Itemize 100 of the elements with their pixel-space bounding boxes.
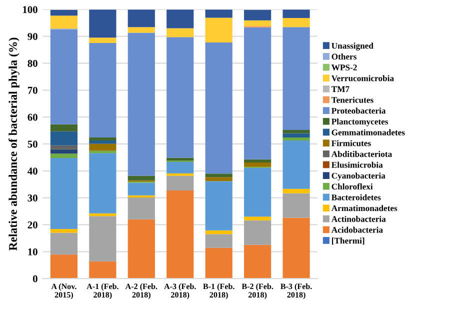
bar xyxy=(89,213,116,216)
bar xyxy=(128,10,155,28)
bar xyxy=(50,158,78,230)
bar xyxy=(50,131,78,146)
y-tick-label: 40 xyxy=(28,168,38,175)
y-tick-label: 30 xyxy=(28,194,38,202)
legend-label: [Thermi] xyxy=(332,238,364,245)
legend-label: WPS-2 xyxy=(331,64,357,70)
bar xyxy=(50,154,78,158)
bar xyxy=(89,43,116,138)
bar xyxy=(244,27,272,160)
legend-label: Armatimonadetes xyxy=(331,205,398,212)
bar xyxy=(282,27,310,130)
bar xyxy=(50,149,78,154)
legend-label: Firmicutes xyxy=(332,140,371,146)
bar xyxy=(205,10,232,18)
bar xyxy=(128,195,155,198)
x-tick-label: A-1 (Feb. 2018) xyxy=(86,283,118,300)
bar xyxy=(89,140,116,144)
bar xyxy=(205,181,232,230)
bar xyxy=(282,193,310,218)
bar xyxy=(166,190,194,279)
bar xyxy=(244,162,272,167)
bar xyxy=(50,232,78,255)
bar xyxy=(50,229,78,233)
bar xyxy=(205,234,232,248)
y-tick-label: 90 xyxy=(28,32,38,40)
bar xyxy=(89,216,116,262)
bar xyxy=(205,248,232,279)
legend-label: Actinobacteria xyxy=(331,216,386,222)
bar xyxy=(205,174,232,178)
y-tick-label: 60 xyxy=(28,114,38,121)
bar xyxy=(166,158,194,161)
bar xyxy=(244,20,272,26)
bar xyxy=(205,18,232,42)
legend-label: Others xyxy=(332,54,356,60)
bar xyxy=(50,10,78,16)
legend-label: Cyanobacteria xyxy=(332,172,386,180)
bar xyxy=(282,188,310,194)
bar xyxy=(282,130,310,134)
bar xyxy=(282,218,310,279)
bar xyxy=(50,124,78,132)
bar xyxy=(166,176,194,191)
y-tick-label: 20 xyxy=(28,221,38,228)
bar xyxy=(50,254,78,279)
bar xyxy=(89,153,116,214)
bar xyxy=(128,182,155,196)
bar xyxy=(205,177,232,182)
bar xyxy=(89,10,116,38)
y-tick-label: 0 xyxy=(32,275,38,282)
x-tick-label: B-2 (Feb. 2018) xyxy=(242,283,274,300)
bar xyxy=(128,27,155,33)
x-tick-label: A (Nov. 2015) xyxy=(51,283,76,300)
bar xyxy=(89,138,116,140)
legend-label: Proteobacteria xyxy=(332,108,386,114)
bar xyxy=(166,37,194,158)
y-axis-title: Relative abundance of bacterial phyla (%) xyxy=(8,38,20,251)
bar xyxy=(282,140,310,189)
bar xyxy=(50,16,78,28)
bar xyxy=(128,219,155,279)
bar xyxy=(282,133,310,138)
legend-label: Acidobacteria xyxy=(331,226,383,233)
bar xyxy=(166,10,194,28)
y-tick-label: 50 xyxy=(28,140,38,148)
bar xyxy=(244,216,272,220)
bar xyxy=(89,144,116,151)
bar xyxy=(89,38,116,44)
legend-label: Elusimicrobia xyxy=(332,162,383,168)
x-tick-label: B-3 (Feb. 2018) xyxy=(280,283,312,300)
bar xyxy=(244,10,272,20)
bar xyxy=(244,244,272,279)
bar xyxy=(166,162,194,174)
legend-label: Bacteroidetes xyxy=(332,194,381,200)
legend-label: Chloroflexi xyxy=(332,183,373,190)
x-tick-label: B-1 (Feb. 2018) xyxy=(203,283,234,300)
legend-label: Planctomycetes xyxy=(332,118,388,126)
bar xyxy=(128,176,155,180)
legend-label: Abditibacteriota xyxy=(331,150,392,157)
x-tick-label: A-2 (Feb. 2018) xyxy=(125,283,158,300)
bar xyxy=(282,18,310,28)
bar xyxy=(166,28,194,38)
legend-label: Gemmatimonadetes xyxy=(332,129,405,136)
bar xyxy=(205,42,232,174)
bar xyxy=(128,198,155,220)
bar xyxy=(244,220,272,245)
y-tick-label: 70 xyxy=(28,86,38,94)
bar xyxy=(89,150,116,154)
legend-label: Tenericutes xyxy=(331,96,374,103)
bar xyxy=(282,10,310,18)
legend-label: TM7 xyxy=(331,86,350,92)
y-tick-label: 10 xyxy=(28,248,38,256)
bar xyxy=(89,261,116,279)
legend-label: Unassigned xyxy=(332,42,374,50)
bar xyxy=(244,168,272,217)
bar xyxy=(50,29,78,124)
legend-label: Verrucomicrobia xyxy=(331,75,394,82)
bar xyxy=(128,32,155,176)
bar xyxy=(282,138,310,140)
bar xyxy=(244,159,272,163)
y-tick-label: 100 xyxy=(23,6,38,14)
